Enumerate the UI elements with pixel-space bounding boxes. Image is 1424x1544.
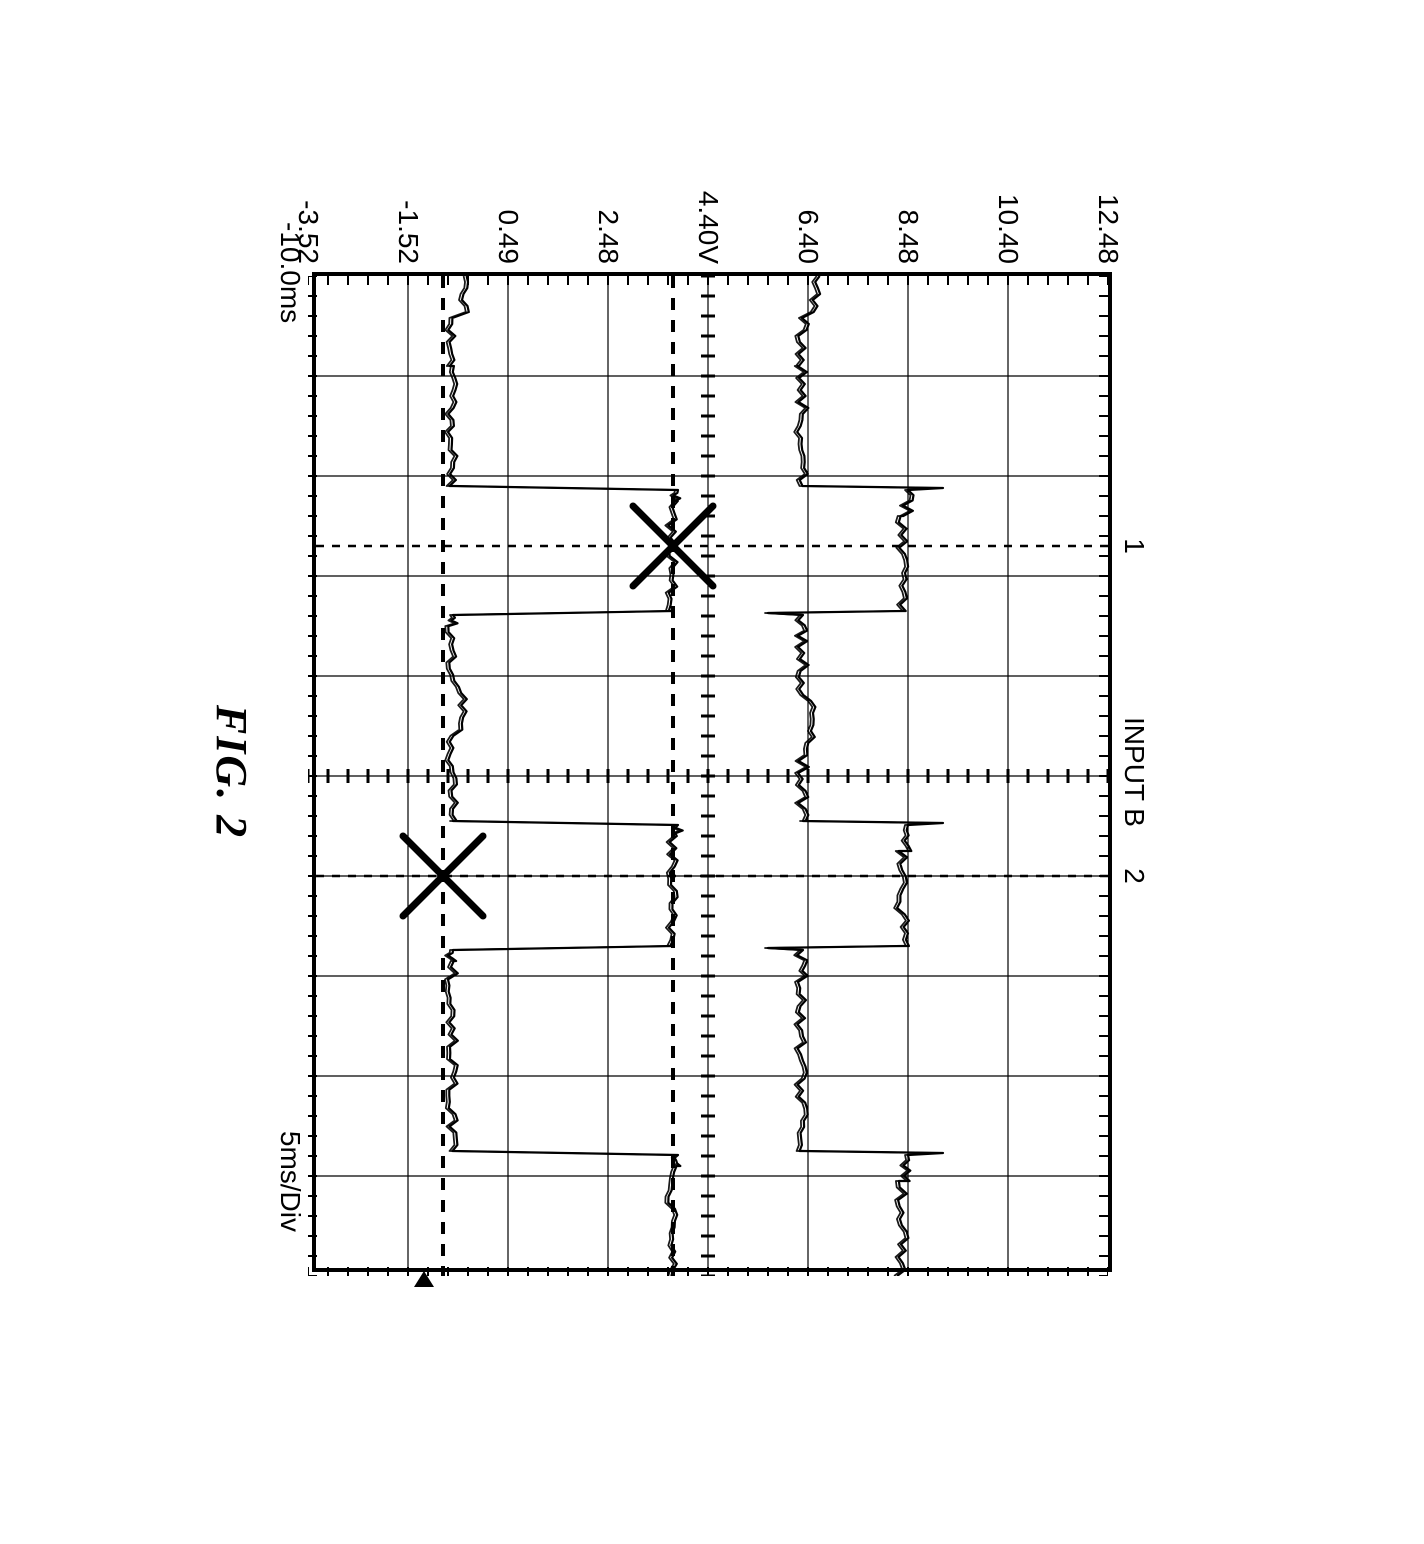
y-tick-label: -1.52 bbox=[392, 200, 424, 264]
cursor-1-label: 1 bbox=[1118, 538, 1150, 554]
time-per-div-label: 5ms/Div bbox=[274, 1131, 306, 1232]
y-tick-label: 8.48 bbox=[892, 210, 924, 265]
y-tick-label: 4.40V bbox=[692, 191, 724, 264]
y-tick-label: 10.40 bbox=[992, 194, 1024, 264]
y-tick-label: 2.48 bbox=[592, 210, 624, 265]
scope-svg bbox=[308, 276, 1108, 1276]
y-tick-label: 6.40 bbox=[792, 210, 824, 265]
time-offset-label: -10.0ms bbox=[274, 222, 306, 323]
plot-area bbox=[312, 272, 1112, 1272]
oscilloscope-plot: INPUT B 1 2 12.4810.408.486.404.40V2.480… bbox=[312, 272, 1112, 1272]
figure-caption: FIG. 2 bbox=[206, 705, 257, 839]
cursor-2-label: 2 bbox=[1118, 868, 1150, 884]
y-tick-label: 12.48 bbox=[1092, 194, 1124, 264]
input-label: INPUT B bbox=[1118, 717, 1150, 827]
trigger-level-marker bbox=[413, 1270, 435, 1288]
y-tick-label: 0.49 bbox=[492, 210, 524, 265]
